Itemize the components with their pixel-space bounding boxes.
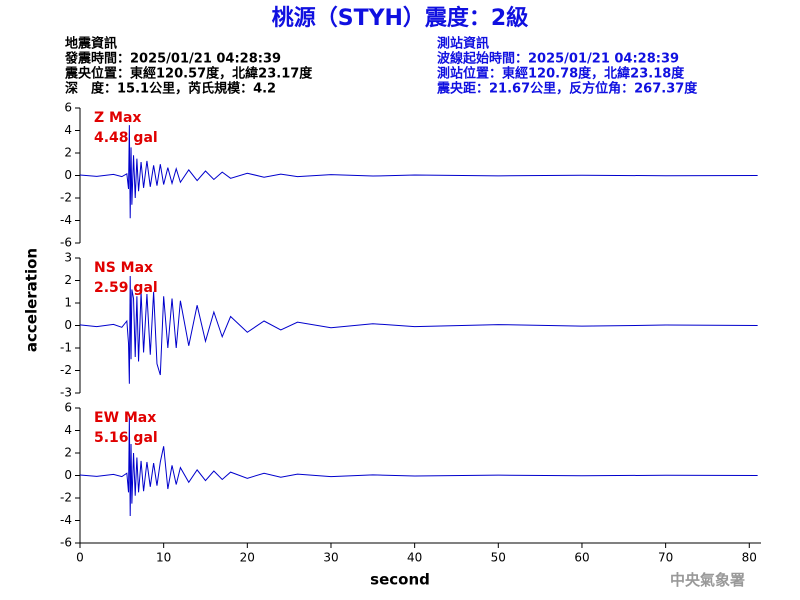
- info-line: 測站資訊: [437, 36, 489, 52]
- y-tick-label: -4: [60, 513, 72, 527]
- info-line: 波線起始時間：2025/01/21 04:28:39: [437, 51, 679, 67]
- y-tick-label: 0: [64, 168, 72, 182]
- info-line: 測站位置：東經120.78度，北緯23.18度: [437, 66, 685, 82]
- x-tick-label: 40: [407, 551, 422, 565]
- max-annotation: 4.48 gal: [94, 130, 158, 146]
- x-tick-label: 60: [574, 551, 589, 565]
- max-annotation: EW Max: [94, 410, 156, 426]
- y-tick-label: -3: [60, 386, 72, 400]
- y-tick-label: 0: [64, 318, 72, 332]
- max-annotation: 5.16 gal: [94, 430, 158, 446]
- info-line: 震央距：21.67公里，反方位角：267.37度: [436, 81, 698, 97]
- x-axis-label: second: [370, 571, 430, 589]
- y-tick-label: -2: [60, 363, 72, 377]
- y-tick-label: 2: [64, 273, 72, 287]
- x-tick-label: 20: [240, 551, 255, 565]
- max-annotation: 2.59 gal: [94, 280, 158, 296]
- y-tick-label: 1: [64, 296, 72, 310]
- info-line: 震央位置：東經120.57度，北緯23.17度: [64, 66, 313, 82]
- x-tick-label: 0: [76, 551, 84, 565]
- waveform: [79, 417, 758, 517]
- x-tick-label: 10: [156, 551, 171, 565]
- y-tick-label: -6: [60, 536, 72, 550]
- x-tick-label: 80: [742, 551, 757, 565]
- y-tick-label: -2: [60, 191, 72, 205]
- y-tick-label: 6: [64, 101, 72, 115]
- info-line: 發震時間：2025/01/21 04:28:39: [64, 51, 281, 67]
- max-annotation: NS Max: [94, 260, 153, 276]
- y-tick-label: 2: [64, 146, 72, 160]
- max-annotation: Z Max: [94, 110, 141, 126]
- y-tick-label: 4: [64, 123, 72, 137]
- y-tick-label: -2: [60, 491, 72, 505]
- chart-title: 桃源（STYH）震度：2級: [272, 5, 529, 31]
- x-tick-label: 70: [658, 551, 673, 565]
- y-tick-label: 4: [64, 423, 72, 437]
- y-tick-label: 6: [64, 401, 72, 415]
- waveform: [79, 275, 758, 384]
- waveform: [79, 125, 758, 219]
- info-line: 深 度：15.1公里，芮氏規模：4.2: [65, 81, 276, 97]
- y-tick-label: 3: [64, 251, 72, 265]
- x-tick-label: 30: [323, 551, 338, 565]
- y-tick-label: -4: [60, 213, 72, 227]
- y-tick-label: 2: [64, 446, 72, 460]
- footer: 中央氣象署: [670, 571, 745, 589]
- y-tick-label: -1: [60, 341, 72, 355]
- y-tick-label: 0: [64, 468, 72, 482]
- y-axis-label: acceleration: [23, 248, 41, 352]
- info-line: 地震資訊: [65, 36, 117, 52]
- y-tick-label: -6: [60, 236, 72, 250]
- x-tick-label: 50: [491, 551, 506, 565]
